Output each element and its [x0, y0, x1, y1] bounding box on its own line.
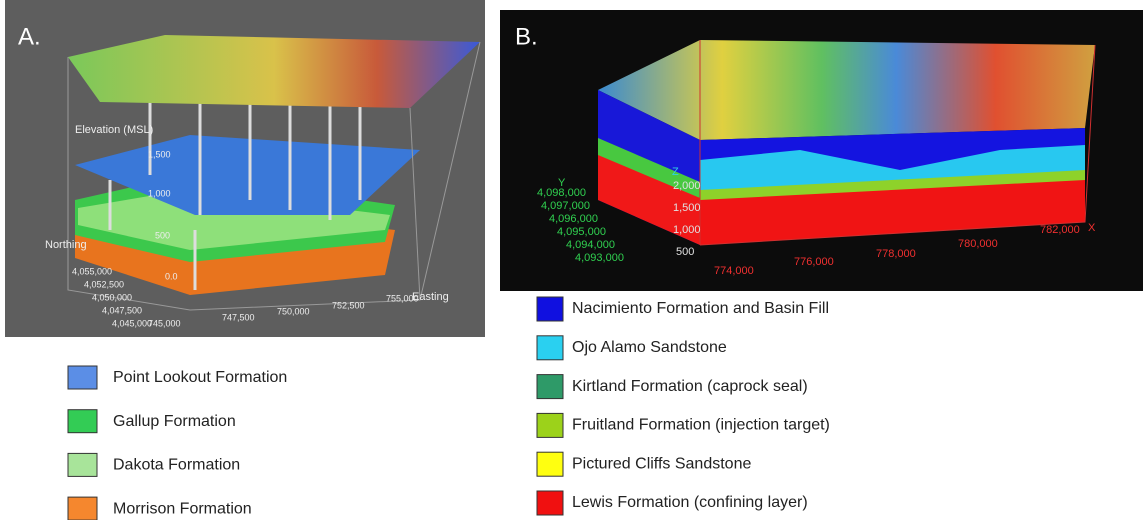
z-tick-label: 1,000 — [148, 188, 171, 198]
legend-swatch — [68, 453, 97, 476]
y-tick-label: 4,047,500 — [102, 305, 142, 315]
legend-swatch — [68, 497, 97, 520]
legend-label: Lewis Formation (confining layer) — [572, 494, 808, 511]
axis-label: Elevation (MSL) — [75, 124, 153, 136]
panel-label: B. — [515, 23, 538, 50]
z-tick-label: 0.0 — [165, 271, 178, 281]
y-tick-label: 4,095,000 — [557, 226, 606, 238]
legend-swatch — [537, 452, 563, 476]
y-tick-label: 4,094,000 — [566, 239, 615, 251]
legend-label: Morrison Formation — [113, 500, 252, 517]
x-tick-label: 780,000 — [958, 238, 998, 250]
x-tick-label: 750,000 — [277, 306, 310, 316]
legend-label: Kirtland Formation (caprock seal) — [572, 378, 808, 395]
y-tick-label: 4,055,000 — [72, 266, 112, 276]
x-tick-label: 776,000 — [794, 256, 834, 268]
legend-label: Nacimiento Formation and Basin Fill — [572, 300, 829, 317]
y-tick-label: 4,097,000 — [541, 200, 590, 212]
y-tick-label: 4,096,000 — [549, 213, 598, 225]
legend-swatch — [537, 413, 563, 437]
y-tick-label: 4,050,000 — [92, 292, 132, 302]
z-tick-label: 500 — [676, 246, 694, 258]
x-tick-label: 747,500 — [222, 312, 255, 322]
x-tick-label: 774,000 — [714, 265, 754, 277]
axis-label: Z — [672, 166, 679, 178]
legend-swatch — [68, 410, 97, 433]
legend-swatch — [537, 375, 563, 399]
y-tick-label: 4,052,500 — [84, 279, 124, 289]
y-tick-label: 4,093,000 — [575, 252, 624, 264]
axis-label: X — [1088, 222, 1096, 234]
z-tick-label: 1,500 — [148, 149, 171, 159]
legend-swatch — [537, 297, 563, 321]
x-tick-label: 782,000 — [1040, 224, 1080, 236]
y-tick-label: 4,098,000 — [537, 187, 586, 199]
legend-swatch — [68, 366, 97, 389]
y-tick-label: 4,045,000 — [112, 318, 152, 328]
panel-label: A. — [18, 23, 41, 50]
legend-label: Pictured Cliffs Sandstone — [572, 455, 751, 472]
legend-label: Dakota Formation — [113, 457, 240, 474]
panel-b-model — [598, 40, 1095, 245]
x-tick-label: 745,000 — [148, 318, 181, 328]
legend-swatch — [537, 336, 563, 360]
legend-label: Ojo Alamo Sandstone — [572, 339, 727, 356]
legend-label: Gallup Formation — [113, 413, 236, 430]
axis-label: Northing — [45, 239, 87, 251]
x-tick-label: 778,000 — [876, 248, 916, 260]
z-tick-label: 500 — [155, 230, 170, 240]
legend-label: Point Lookout Formation — [113, 369, 287, 386]
z-tick-label: 2,000 — [673, 180, 701, 192]
z-tick-label: 1,000 — [673, 224, 701, 236]
legend-swatch — [537, 491, 563, 515]
z-tick-label: 1,500 — [673, 202, 701, 214]
x-tick-label: 752,500 — [332, 300, 365, 310]
figure: A.Elevation (MSL)NorthingEasting1,5001,0… — [0, 0, 1145, 520]
x-tick-label: 755,000 — [386, 293, 419, 303]
legend-label: Fruitland Formation (injection target) — [572, 417, 830, 434]
